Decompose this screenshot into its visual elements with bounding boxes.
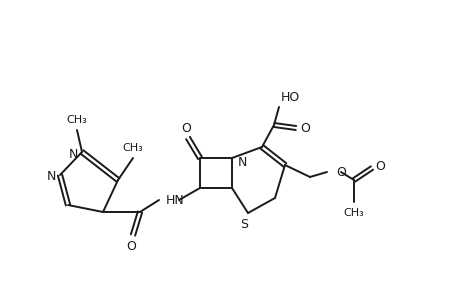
Text: CH₃: CH₃ (343, 208, 364, 218)
Text: O: O (335, 166, 345, 178)
Text: O: O (126, 239, 136, 253)
Text: S: S (240, 218, 247, 232)
Text: HO: HO (280, 91, 300, 103)
Text: N: N (237, 155, 247, 169)
Text: N: N (46, 170, 56, 184)
Text: CH₃: CH₃ (67, 115, 87, 125)
Text: O: O (374, 160, 384, 172)
Text: O: O (299, 122, 309, 134)
Text: O: O (181, 122, 190, 134)
Text: CH₃: CH₃ (123, 143, 143, 153)
Text: HN: HN (166, 194, 185, 206)
Text: N: N (68, 148, 78, 160)
